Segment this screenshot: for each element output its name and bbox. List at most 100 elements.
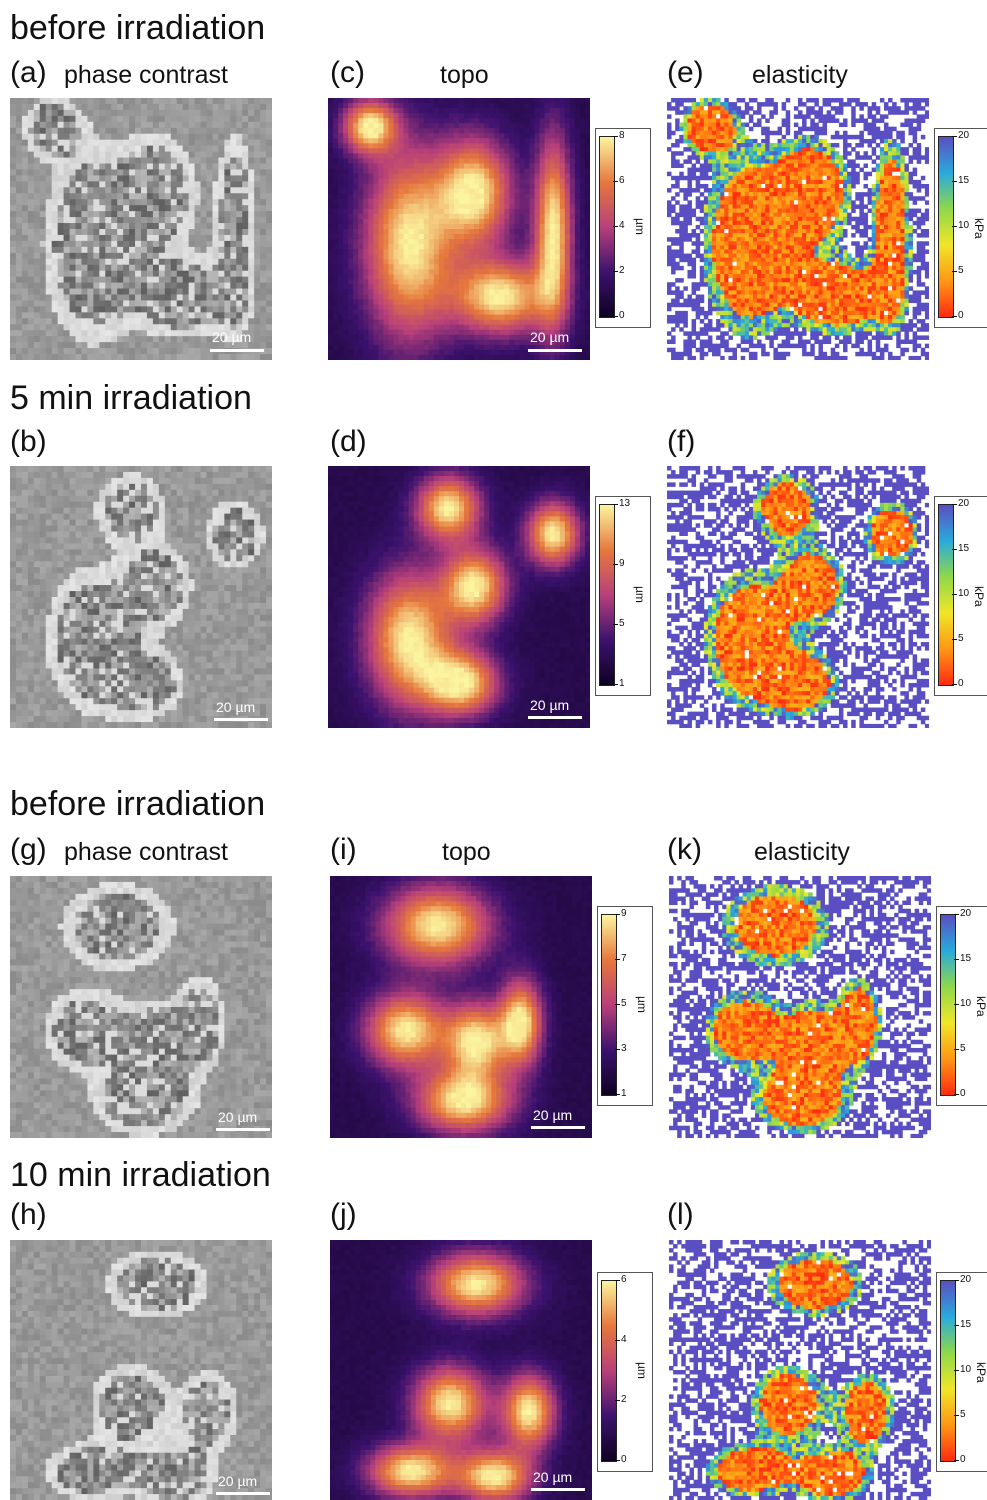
colorbar-elasticity-e: 20 15 10 5 0 kPa — [934, 128, 987, 328]
topography-map-j — [330, 1240, 592, 1500]
colorbar-tick-label: 5 — [954, 1410, 966, 1420]
panel-label-i: (i) — [330, 833, 357, 867]
scale-bar-d — [528, 716, 582, 719]
panel-label-f: (f) — [667, 425, 695, 459]
section-title-10min: 10 min irradiation — [10, 1155, 271, 1195]
scale-bar-i — [531, 1126, 585, 1129]
colorbar-elasticity-f: 20 15 10 5 0 kPa — [934, 496, 987, 696]
colorbar-tick-label: 0 — [615, 1455, 627, 1465]
colorbar-unit-label: kPa — [972, 586, 986, 607]
panel-label-g: (g) — [10, 833, 47, 867]
colorbar-tick-label: 20 — [951, 499, 969, 509]
colorbar-tick-label: 0 — [954, 1455, 966, 1465]
colorbar-tick-label: 9 — [615, 909, 627, 919]
column-title-topo-1: topo — [440, 60, 489, 90]
colorbar-tick-label: 5 — [615, 999, 627, 1009]
section-title-5min: 5 min irradiation — [10, 378, 252, 418]
panel-label-l: (l) — [667, 1198, 694, 1232]
column-title-phase-2: phase contrast — [64, 837, 228, 867]
scale-bar-label-g: 20 µm — [218, 1110, 257, 1124]
colorbar-unit-label: kPa — [974, 996, 987, 1017]
colorbar-tick-label: 20 — [953, 1275, 971, 1285]
topography-map-c — [328, 98, 590, 360]
scale-bar-label-i: 20 µm — [533, 1108, 572, 1122]
colorbar-tick-label: 7 — [615, 954, 627, 964]
colorbar-tick-label: 8 — [613, 131, 625, 141]
colorbar-topo-d: 13 9 5 1 µm — [595, 496, 651, 696]
panel-label-h: (h) — [10, 1198, 47, 1232]
column-title-elasticity-2: elasticity — [754, 837, 850, 867]
colorbar-tick-label: 10 — [953, 999, 971, 1009]
colorbar-tick-label: 9 — [613, 559, 625, 569]
colorbar-topo-c: 8 6 4 2 0 µm — [595, 128, 651, 328]
panel-label-b: (b) — [10, 425, 47, 459]
topography-map-i — [330, 876, 592, 1138]
panel-label-k: (k) — [667, 833, 702, 867]
phase-contrast-image-a — [10, 98, 272, 360]
scale-bar-h — [216, 1492, 270, 1495]
colorbar-tick-label: 15 — [951, 176, 969, 186]
panel-label-d: (d) — [330, 425, 367, 459]
colorbar-gradient — [940, 914, 956, 1096]
colorbar-gradient — [938, 136, 954, 318]
colorbar-tick-label: 6 — [613, 176, 625, 186]
column-title-topo-2: topo — [442, 837, 491, 867]
scale-bar-j — [531, 1488, 585, 1491]
colorbar-tick-label: 10 — [951, 589, 969, 599]
elasticity-map-k — [669, 876, 931, 1138]
colorbar-tick-label: 6 — [615, 1275, 627, 1285]
colorbar-gradient — [599, 504, 615, 686]
scale-bar-a — [210, 349, 264, 352]
colorbar-tick-label: 2 — [615, 1395, 627, 1405]
colorbar-tick-label: 0 — [613, 311, 625, 321]
section-title-before-1: before irradiation — [10, 8, 265, 48]
colorbar-tick-label: 10 — [953, 1365, 971, 1375]
section-title-before-2: before irradiation — [10, 784, 265, 824]
colorbar-gradient — [599, 136, 615, 318]
colorbar-tick-label: 13 — [612, 499, 630, 509]
colorbar-tick-label: 15 — [951, 544, 969, 554]
colorbar-tick-label: 3 — [615, 1044, 627, 1054]
column-title-phase-1: phase contrast — [64, 60, 228, 90]
phase-contrast-image-h — [10, 1240, 272, 1500]
colorbar-tick-label: 2 — [613, 266, 625, 276]
colorbar-tick-label: 4 — [613, 221, 625, 231]
colorbar-tick-label: 15 — [953, 1320, 971, 1330]
panel-label-a: (a) — [10, 56, 47, 90]
colorbar-topo-i: 9 7 5 3 1 µm — [597, 906, 653, 1106]
colorbar-tick-label: 15 — [953, 954, 971, 964]
colorbar-unit-label: kPa — [972, 218, 986, 239]
phase-contrast-image-g — [10, 876, 272, 1138]
colorbar-tick-label: 1 — [615, 1089, 627, 1099]
phase-contrast-image-b — [10, 466, 272, 728]
column-title-elasticity-1: elasticity — [752, 60, 848, 90]
elasticity-map-f — [667, 466, 929, 728]
scale-bar-label-b: 20 µm — [216, 700, 255, 714]
panel-label-e: (e) — [667, 56, 704, 90]
elasticity-map-l — [669, 1240, 931, 1500]
colorbar-tick-label: 1 — [613, 679, 625, 689]
colorbar-tick-label: 4 — [615, 1335, 627, 1345]
scale-bar-label-j: 20 µm — [533, 1470, 572, 1484]
panel-label-j: (j) — [330, 1198, 357, 1232]
colorbar-tick-label: 5 — [954, 1044, 966, 1054]
colorbar-gradient — [940, 1280, 956, 1462]
colorbar-tick-label: 20 — [951, 131, 969, 141]
colorbar-unit-label: µm — [633, 218, 647, 235]
colorbar-tick-label: 0 — [952, 679, 964, 689]
colorbar-tick-label: 10 — [951, 221, 969, 231]
panel-label-c: (c) — [330, 56, 365, 90]
colorbar-unit-label: µm — [633, 586, 647, 603]
colorbar-unit-label: kPa — [974, 1362, 987, 1383]
scale-bar-c — [528, 349, 582, 352]
colorbar-tick-label: 20 — [953, 909, 971, 919]
scale-bar-label-h: 20 µm — [218, 1474, 257, 1488]
topography-map-d — [328, 466, 590, 728]
scale-bar-b — [214, 718, 268, 721]
colorbar-unit-label: µm — [635, 996, 649, 1013]
scale-bar-label-c: 20 µm — [530, 330, 569, 344]
scale-bar-label-a: 20 µm — [212, 330, 251, 344]
colorbar-topo-j: 6 4 2 0 µm — [597, 1272, 653, 1472]
elasticity-map-e — [667, 98, 929, 360]
colorbar-gradient — [601, 914, 617, 1096]
